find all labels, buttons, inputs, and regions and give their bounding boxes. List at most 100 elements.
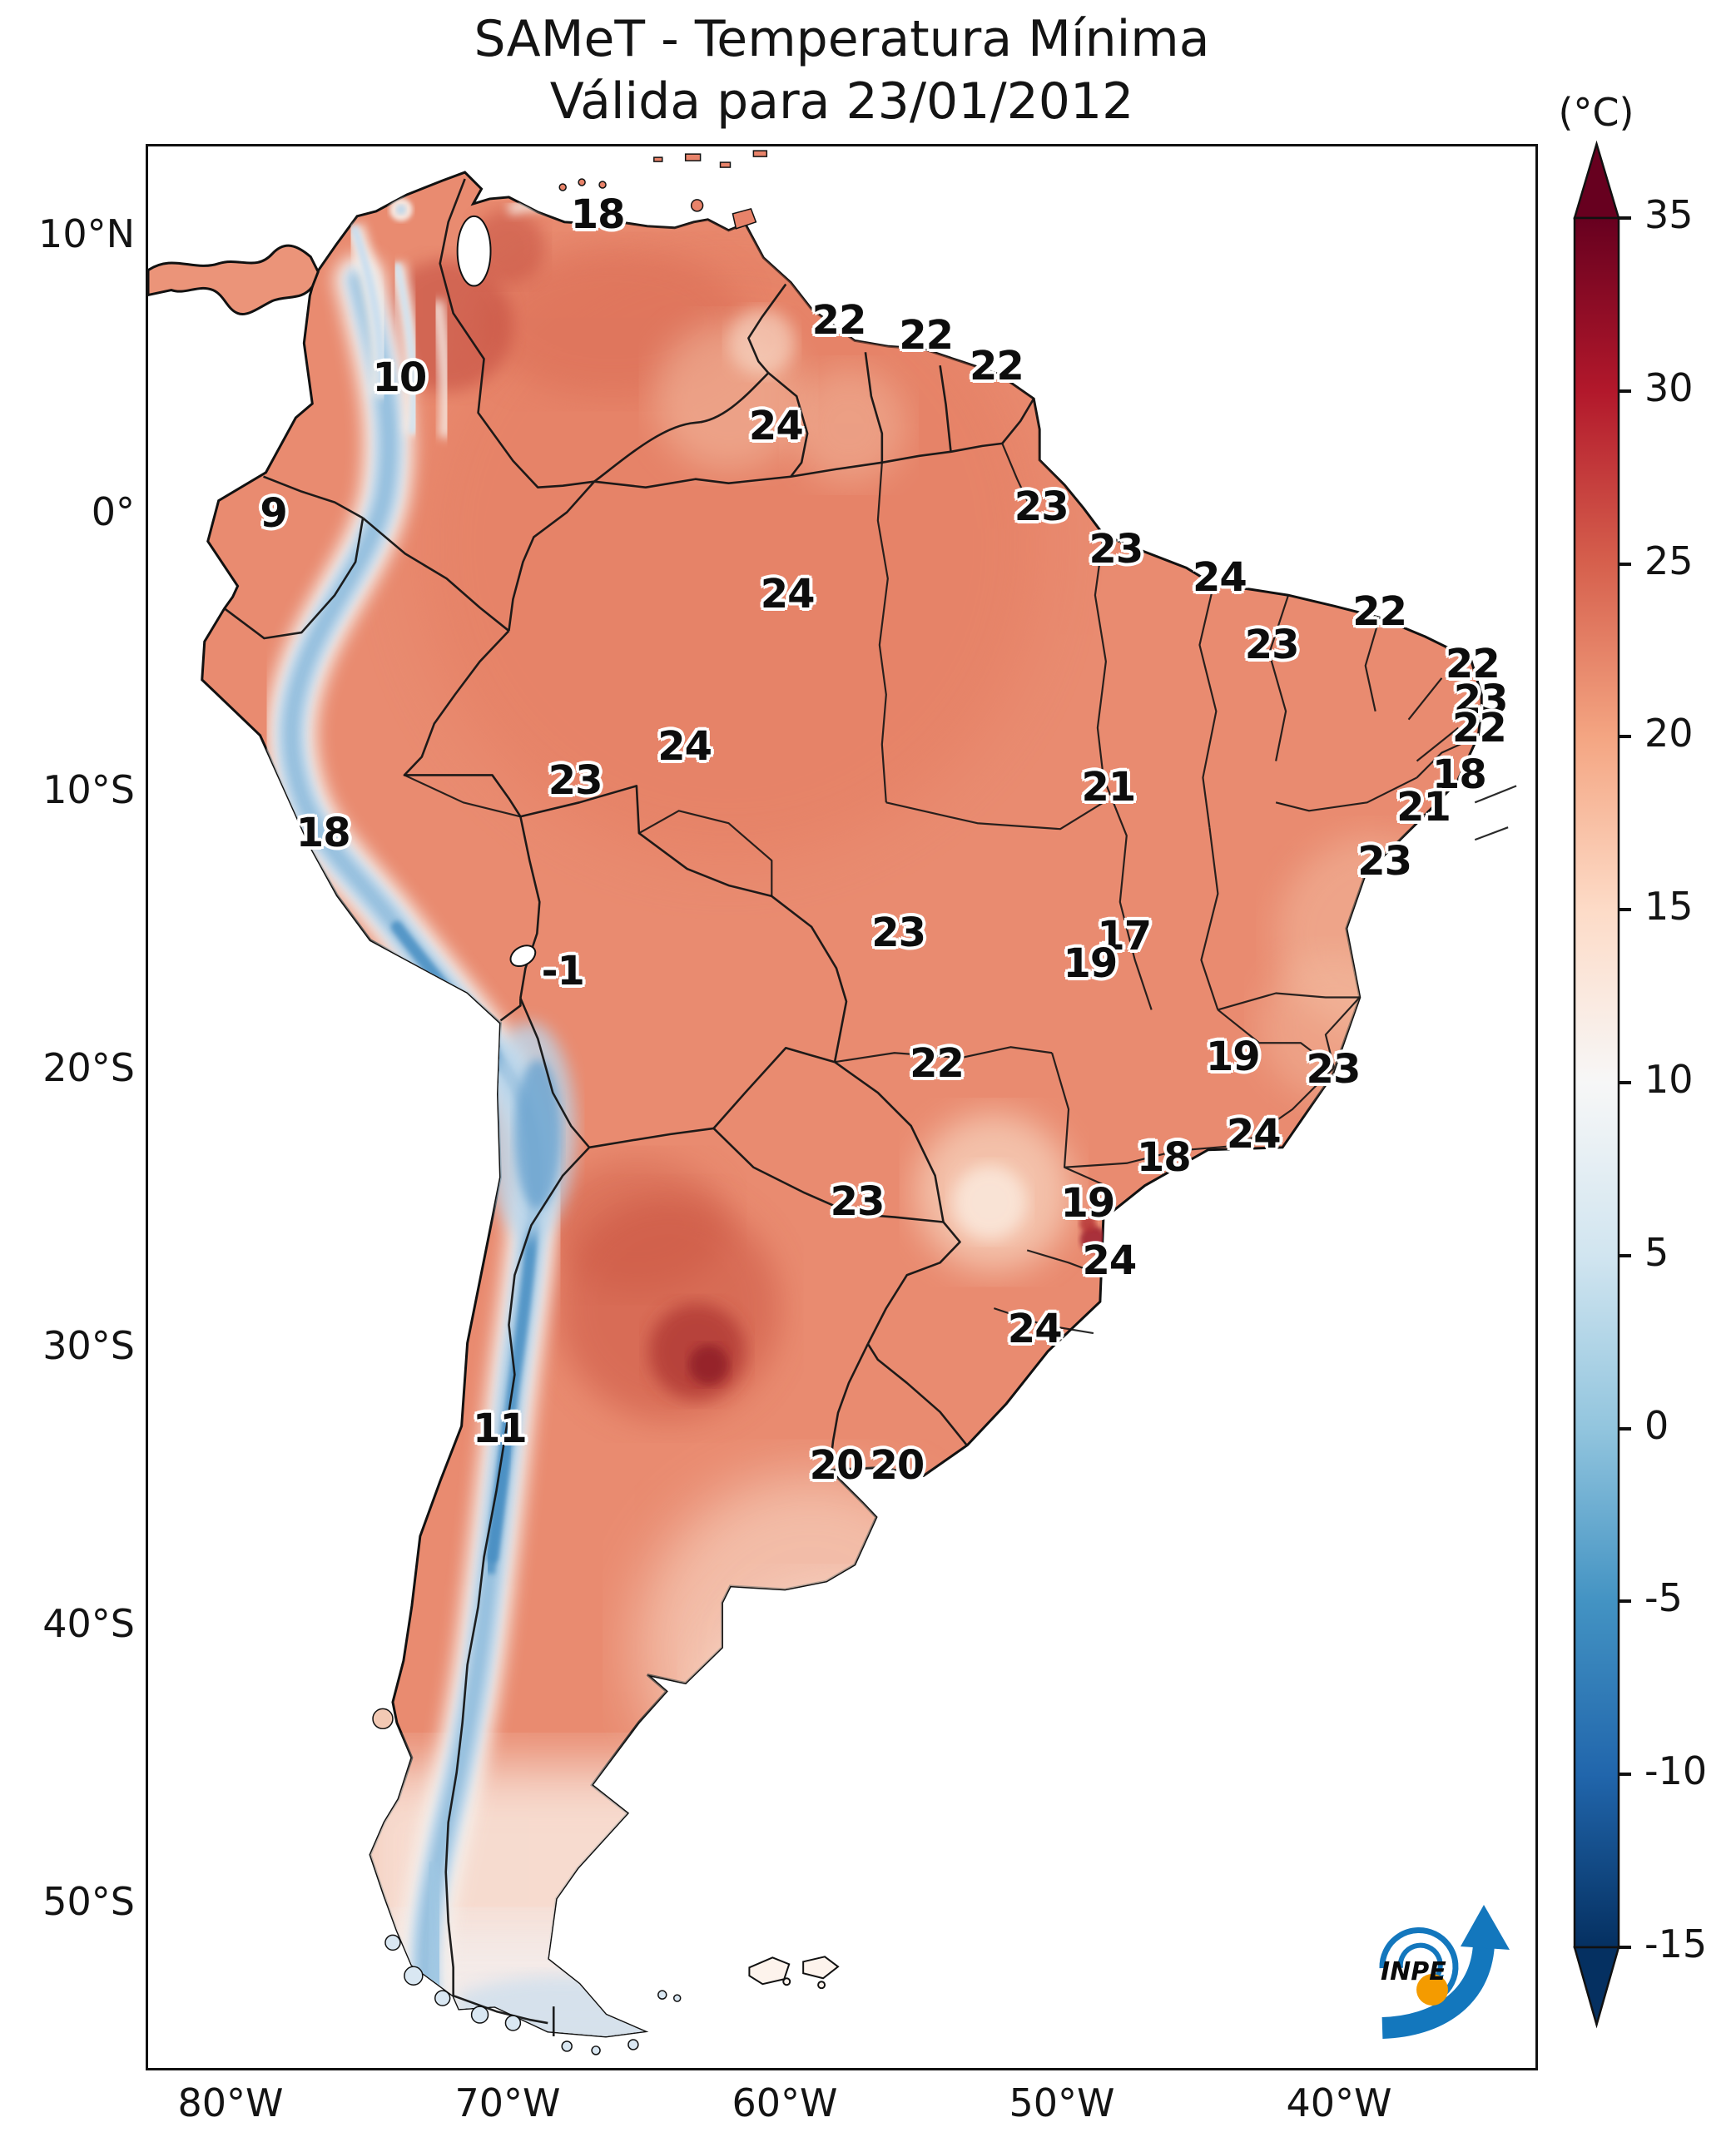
lon-tick-label: 60°W: [732, 2080, 838, 2125]
colorbar-tick-mark: [1618, 1253, 1631, 1257]
colorbar-tick-label: 35: [1644, 192, 1694, 237]
lat-tick-label: 30°S: [42, 1323, 135, 1368]
colorbar-gradient-bar: [1573, 216, 1620, 1949]
title-line-2: Válida para 23/01/2012: [549, 72, 1134, 131]
lat-tick-label: 10°S: [42, 767, 135, 812]
temp-label: 19: [1205, 1034, 1261, 1081]
lat-tick-label: 20°S: [42, 1045, 135, 1090]
colorbar-tick-mark: [1618, 1773, 1631, 1777]
figure-title: SAMeT - Temperatura Mínima Válida para 2…: [146, 8, 1538, 133]
inpe-logo: INPE: [1379, 1905, 1510, 2039]
temp-label: 24: [760, 570, 816, 617]
temp-label: 22: [811, 296, 867, 344]
map-frame: 18 10 9 22 22 22 24 23 23 24 22 23 22 23 22 18 21 23 24 24 2…: [146, 144, 1538, 2070]
temp-label: 10: [372, 355, 427, 402]
inpe-logo-text: INPE: [1381, 1957, 1446, 1986]
temp-label: 23: [1244, 622, 1300, 669]
temp-label: 23: [548, 756, 603, 804]
colorbar-tick-label: 15: [1644, 884, 1694, 930]
colorbar-tick-label: -15: [1644, 1921, 1708, 1966]
temperature-labels-layer: 18 10 9 22 22 22 24 23 23 24 22 23 22 23 22 18 21 23 24 24 2…: [148, 146, 1535, 2068]
title-line-1: SAMeT - Temperatura Mínima: [474, 10, 1210, 68]
lat-tick-label: 40°S: [42, 1601, 135, 1646]
falkland-islands: [748, 1956, 840, 1990]
colorbar-tick-label: 30: [1644, 364, 1694, 410]
colorbar-unit-label: (°C): [1558, 90, 1634, 135]
colorbar-tick-label: -10: [1644, 1748, 1708, 1794]
colorbar-arrow-top: [1573, 140, 1620, 220]
colorbar-arrow-bottom: [1573, 1946, 1620, 2029]
temp-label: 18: [1431, 751, 1487, 799]
lon-tick-label: 40°W: [1286, 2080, 1392, 2125]
panama-isthmus: [148, 244, 320, 315]
colorbar-tick-label: 20: [1644, 711, 1694, 756]
lon-tick-label: 80°W: [177, 2080, 284, 2125]
patagonian-archipelago: [372, 1708, 682, 2055]
temp-label: -1: [541, 948, 585, 995]
temp-label: 18: [570, 191, 626, 238]
temp-label: 23: [1453, 677, 1509, 724]
temp-label: 22: [1352, 588, 1407, 635]
colorbar-tick-label: 0: [1644, 1402, 1669, 1448]
temp-label: 23: [1089, 525, 1143, 573]
temp-label: 20: [870, 1441, 925, 1489]
lat-tick-label: 10°N: [38, 211, 135, 256]
colorbar-tick-mark: [1618, 1426, 1631, 1431]
temp-label: 9: [260, 489, 287, 537]
colorbar: [1573, 140, 1620, 2029]
temp-label: 17: [1097, 912, 1152, 959]
temp-label: 18: [295, 809, 351, 856]
south-america-temperature-map: [148, 150, 1517, 2055]
inpe-logo-orange-dot: [1416, 1974, 1448, 2006]
temp-label: 19: [1063, 940, 1118, 987]
temp-label: 19: [1060, 1179, 1115, 1227]
temp-label: 22: [910, 1040, 965, 1088]
colorbar-tick-mark: [1618, 1081, 1631, 1084]
temp-label: 23: [1014, 483, 1069, 530]
temp-label: 24: [1007, 1306, 1063, 1353]
temp-label: 22: [1451, 705, 1507, 752]
temp-label: 22: [1445, 641, 1500, 688]
lat-tick-label: 50°S: [42, 1879, 135, 1924]
colorbar-tick-label: 5: [1644, 1229, 1669, 1275]
colorbar-tick-label: -5: [1644, 1575, 1683, 1621]
temp-label: 24: [1193, 553, 1247, 601]
state-borders: [404, 443, 1517, 1335]
inpe-logo-swirl-outer: [1379, 1927, 1459, 1999]
temp-label: 23: [830, 1178, 885, 1225]
colorbar-tick-mark: [1618, 216, 1631, 220]
colorbar-tick-mark: [1618, 1946, 1631, 1949]
caribbean-islands: [558, 150, 768, 230]
temp-label: 22: [969, 343, 1024, 390]
colorbar-tick-mark: [1618, 908, 1631, 912]
temp-label: 11: [473, 1406, 528, 1453]
temp-label: 24: [1082, 1237, 1137, 1285]
temp-label: 24: [657, 723, 712, 771]
colorbar-tick-mark: [1618, 735, 1631, 739]
colorbar-tick-mark: [1618, 1599, 1631, 1604]
lon-tick-label: 70°W: [454, 2080, 561, 2125]
temp-label: 18: [1136, 1133, 1192, 1181]
temp-label: 24: [1226, 1110, 1282, 1158]
temp-label: 23: [1357, 837, 1412, 885]
temp-label: 21: [1081, 764, 1136, 811]
colorbar-tick-mark: [1618, 389, 1631, 393]
temp-label: 20: [809, 1441, 865, 1489]
lat-tick-label: 0°: [91, 489, 135, 534]
lon-tick-label: 50°W: [1009, 2080, 1115, 2125]
country-borders: [223, 178, 1035, 2036]
inpe-logo-arrowhead: [1461, 1905, 1510, 1950]
temp-label: 23: [1306, 1046, 1362, 1093]
temp-label: 22: [899, 312, 954, 359]
temp-label: 23: [871, 909, 926, 956]
temp-label: 24: [748, 403, 804, 450]
colorbar-tick-label: 10: [1644, 1057, 1694, 1102]
temp-label: 21: [1396, 783, 1451, 831]
colorbar-tick-label: 25: [1644, 538, 1694, 583]
lake-maracaibo: [456, 215, 492, 287]
colorbar-tick-mark: [1618, 562, 1631, 566]
lake-titicaca: [509, 945, 537, 968]
inpe-logo-big-arrow: [1381, 1943, 1495, 2039]
inpe-logo-swirl-inner: [1397, 1942, 1443, 1984]
